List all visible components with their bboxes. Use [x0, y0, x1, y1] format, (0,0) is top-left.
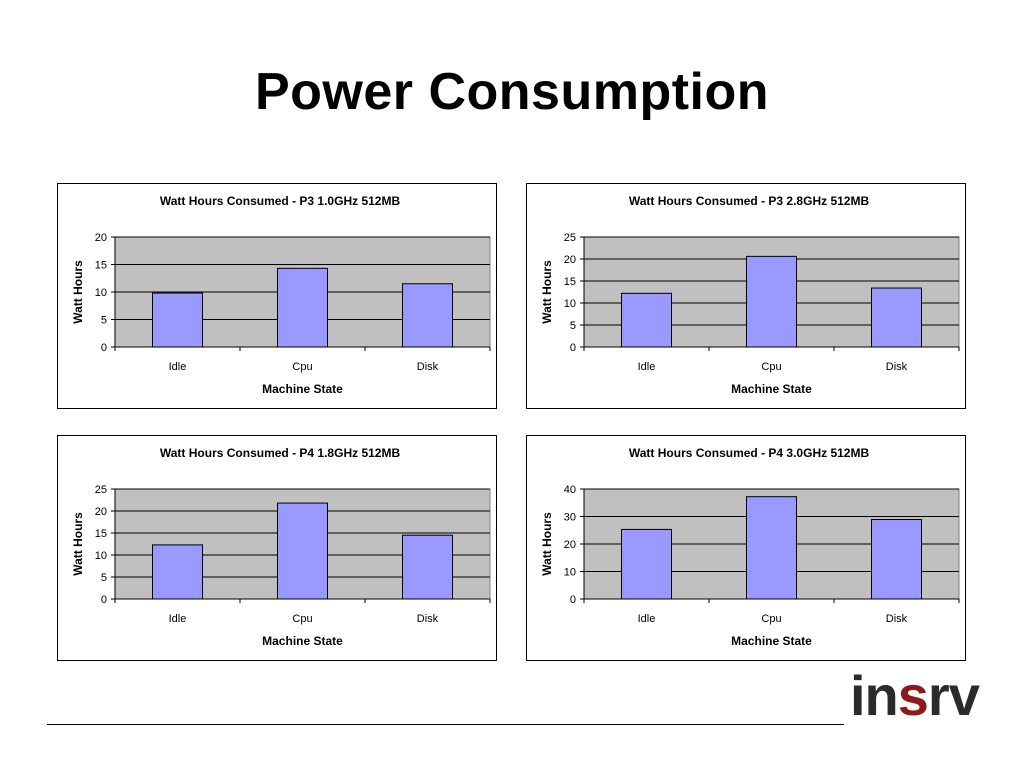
y-tick-label: 40 — [564, 484, 576, 496]
x-axis-label: Machine State — [731, 382, 812, 396]
x-tick-label: Cpu — [292, 613, 312, 625]
y-axis-label: Watt Hours — [540, 260, 554, 324]
y-tick-label: 15 — [95, 528, 107, 540]
chart-svg: Watt Hours Consumed - P3 2.8GHz 512MB 0 5 1… — [540, 194, 960, 396]
y-tick-label: 5 — [101, 315, 107, 327]
bar-cpu — [746, 496, 797, 600]
x-tick-label: Idle — [638, 361, 656, 373]
chart-svg: Watt Hours Consumed - P3 1.0GHz 512MB 0 5 1… — [71, 194, 491, 396]
x-tick-label: Idle — [638, 613, 656, 625]
y-tick-label: 10 — [95, 287, 107, 299]
x-tick-label: Idle — [169, 361, 187, 373]
x-tick-label: Cpu — [761, 361, 781, 373]
y-tick-label: 20 — [95, 232, 107, 244]
x-tick-label: Cpu — [761, 613, 781, 625]
x-tick-label: Idle — [169, 613, 187, 625]
chart-panel-p4-3ghz: Watt Hours Consumed - P4 3.0GHz 512MB 0 10… — [526, 435, 966, 661]
bar-cpu — [277, 502, 328, 600]
y-tick-label: 5 — [570, 320, 576, 332]
chart-title: Watt Hours Consumed - P4 3.0GHz 512MB — [629, 446, 870, 460]
bar-disk — [871, 287, 922, 348]
bar-idle — [152, 292, 203, 348]
y-tick-label: 0 — [570, 342, 576, 354]
y-tick-label: 0 — [570, 594, 576, 606]
x-tick-label: Cpu — [292, 361, 312, 373]
y-tick-label: 15 — [564, 276, 576, 288]
y-tick-label: 0 — [101, 594, 107, 606]
y-tick-label: 10 — [564, 298, 576, 310]
y-tick-label: 25 — [564, 232, 576, 244]
y-tick-label: 20 — [564, 539, 576, 551]
logo-part: s — [897, 664, 929, 727]
bar-cpu — [746, 255, 797, 348]
y-tick-label: 20 — [564, 254, 576, 266]
footer-rule — [47, 724, 844, 725]
bar-idle — [152, 544, 203, 600]
x-tick-label: Disk — [417, 613, 439, 625]
x-tick-label: Disk — [886, 361, 908, 373]
chart-panel-p3-2-8ghz: Watt Hours Consumed - P3 2.8GHz 512MB 0 5 1… — [526, 183, 966, 409]
y-tick-label: 20 — [95, 506, 107, 518]
insrv-logo: insrv — [850, 668, 980, 724]
y-tick-label: 5 — [101, 572, 107, 584]
bar-disk — [402, 283, 453, 348]
y-axis-label: Watt Hours — [71, 260, 85, 324]
y-axis-label: Watt Hours — [71, 512, 85, 576]
x-axis-label: Machine State — [731, 634, 812, 648]
chart-svg: Watt Hours Consumed - P4 1.8GHz 512MB 0 5 1… — [71, 446, 491, 648]
y-tick-label: 25 — [95, 484, 107, 496]
y-tick-label: 10 — [564, 567, 576, 579]
bar-idle — [621, 528, 672, 600]
x-tick-label: Disk — [886, 613, 908, 625]
chart-panel-p4-1-8ghz: Watt Hours Consumed - P4 1.8GHz 512MB 0 5 1… — [57, 435, 497, 661]
chart-panel-p3-1ghz: Watt Hours Consumed - P3 1.0GHz 512MB 0 5 1… — [57, 183, 497, 409]
bar-cpu — [277, 267, 328, 348]
x-tick-label: Disk — [417, 361, 439, 373]
x-axis-label: Machine State — [262, 634, 343, 648]
y-tick-label: 30 — [564, 512, 576, 524]
bar-disk — [402, 534, 453, 600]
y-tick-label: 10 — [95, 550, 107, 562]
chart-title: Watt Hours Consumed - P3 1.0GHz 512MB — [160, 194, 401, 208]
x-axis-label: Machine State — [262, 382, 343, 396]
chart-svg: Watt Hours Consumed - P4 3.0GHz 512MB 0 10… — [540, 446, 960, 648]
logo-part: rv — [927, 664, 980, 727]
y-tick-label: 15 — [95, 260, 107, 272]
slide-title: Power Consumption — [254, 63, 770, 121]
chart-title: Watt Hours Consumed - P4 1.8GHz 512MB — [160, 446, 401, 460]
y-axis-label: Watt Hours — [540, 512, 554, 576]
chart-title: Watt Hours Consumed - P3 2.8GHz 512MB — [629, 194, 870, 208]
bar-disk — [871, 519, 922, 600]
bar-idle — [621, 292, 672, 348]
y-tick-label: 0 — [101, 342, 107, 354]
logo-part: in — [850, 664, 899, 727]
